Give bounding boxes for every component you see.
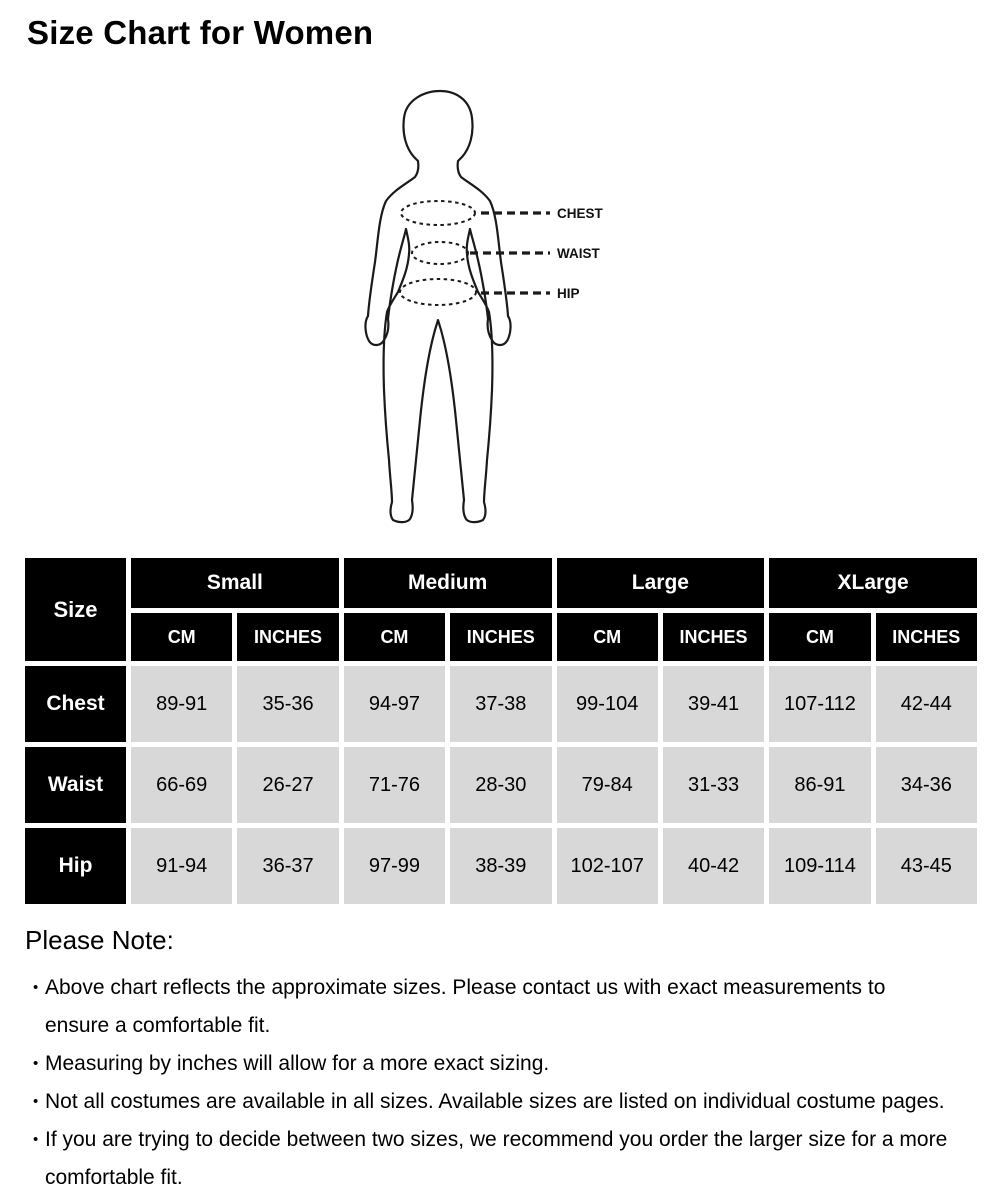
cell-chest-small-inches: 35-36 xyxy=(237,666,339,742)
group-header-large: Large xyxy=(556,558,765,608)
cell-chest-xlarge-inches: 42-44 xyxy=(875,666,977,742)
cell-waist-xlarge-inches: 34-36 xyxy=(875,747,977,823)
row-label-waist: Waist xyxy=(25,747,126,823)
cell-hip-medium-cm: 97-99 xyxy=(343,828,446,904)
unit-header-medium-inches: INCHES xyxy=(450,613,552,661)
cell-waist-large-inches: 31-33 xyxy=(662,747,765,823)
size-table: Size Small Medium Large XLarge CM INCHES… xyxy=(25,558,977,904)
cell-waist-small-cm: 66-69 xyxy=(131,747,233,823)
woman-outline-figure-svg: CHEST WAIST HIP xyxy=(364,89,604,524)
note-item: • If you are trying to decide between tw… xyxy=(25,1121,1000,1197)
note-item: • Not all costumes are available in all … xyxy=(25,1083,1000,1121)
waist-measure-ellipse xyxy=(411,241,469,265)
table-corner-size-header: Size xyxy=(25,558,126,661)
cell-chest-xlarge-cm: 107-112 xyxy=(769,666,871,742)
cell-waist-xlarge-cm: 86-91 xyxy=(769,747,871,823)
note-text: If you are trying to decide between two … xyxy=(45,1121,947,1197)
waist-label: WAIST xyxy=(557,246,601,261)
note-line: Above chart reflects the approximate siz… xyxy=(45,976,886,999)
measurement-figure: CHEST WAIST HIP xyxy=(340,85,640,550)
note-item: • Measuring by inches will allow for a m… xyxy=(25,1045,1000,1083)
cell-hip-xlarge-cm: 109-114 xyxy=(769,828,871,904)
row-label-hip: Hip xyxy=(25,828,126,904)
unit-header-small-inches: INCHES xyxy=(237,613,339,661)
cell-waist-medium-cm: 71-76 xyxy=(343,747,446,823)
note-line: If you are trying to decide between two … xyxy=(45,1128,948,1151)
unit-header-large-cm: CM xyxy=(556,613,658,661)
note-line: ensure a comfortable fit. xyxy=(45,1014,271,1037)
cell-hip-small-cm: 91-94 xyxy=(131,828,233,904)
cell-hip-small-inches: 36-37 xyxy=(237,828,339,904)
cell-chest-large-cm: 99-104 xyxy=(556,666,658,742)
bullet-icon: • xyxy=(33,1055,39,1072)
cell-chest-medium-inches: 37-38 xyxy=(450,666,552,742)
chest-label: CHEST xyxy=(557,206,604,221)
bullet-icon: • xyxy=(33,1131,39,1148)
unit-header-small-cm: CM xyxy=(131,613,233,661)
note-text: Above chart reflects the approximate siz… xyxy=(45,969,885,1045)
row-label-chest: Chest xyxy=(25,666,126,742)
cell-waist-medium-inches: 28-30 xyxy=(450,747,552,823)
page-title: Size Chart for Women xyxy=(27,14,374,51)
cell-hip-xlarge-inches: 43-45 xyxy=(875,828,977,904)
note-item: • Above chart reflects the approximate s… xyxy=(25,969,1000,1045)
hip-label: HIP xyxy=(557,286,580,301)
bullet-icon: • xyxy=(33,1093,39,1110)
cell-chest-small-cm: 89-91 xyxy=(131,666,233,742)
note-line: comfortable fit. xyxy=(45,1166,183,1189)
cell-chest-large-inches: 39-41 xyxy=(662,666,765,742)
cell-waist-small-inches: 26-27 xyxy=(237,747,339,823)
cell-hip-large-inches: 40-42 xyxy=(662,828,765,904)
cell-chest-medium-cm: 94-97 xyxy=(343,666,446,742)
unit-header-large-inches: INCHES xyxy=(662,613,765,661)
chest-measure-ellipse xyxy=(400,200,476,226)
cell-hip-large-cm: 102-107 xyxy=(556,828,658,904)
unit-header-xlarge-inches: INCHES xyxy=(875,613,977,661)
cell-hip-medium-inches: 38-39 xyxy=(450,828,552,904)
note-line: Measuring by inches will allow for a mor… xyxy=(45,1052,550,1075)
bullet-icon: • xyxy=(33,979,39,996)
group-header-xlarge: XLarge xyxy=(769,558,977,608)
unit-header-xlarge-cm: CM xyxy=(769,613,871,661)
notes-section: Please Note: • Above chart reflects the … xyxy=(25,925,1000,1197)
hip-measure-ellipse xyxy=(399,278,477,306)
note-text: Not all costumes are available in all si… xyxy=(45,1083,945,1121)
cell-waist-large-cm: 79-84 xyxy=(556,747,658,823)
note-text: Measuring by inches will allow for a mor… xyxy=(45,1045,549,1083)
woman-body-outline xyxy=(364,89,512,524)
unit-header-medium-cm: CM xyxy=(343,613,446,661)
group-header-small: Small xyxy=(131,558,339,608)
notes-heading: Please Note: xyxy=(25,925,174,955)
note-line: Not all costumes are available in all si… xyxy=(45,1090,945,1113)
group-header-medium: Medium xyxy=(343,558,552,608)
